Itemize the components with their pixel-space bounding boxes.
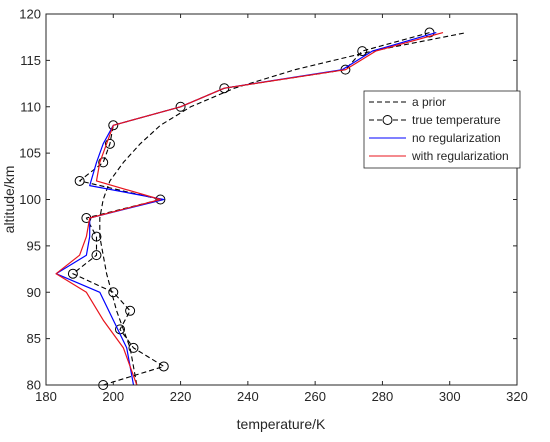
- x-tick-label: 220: [170, 389, 192, 404]
- data-point-true-temperature: [91, 250, 102, 261]
- data-point-true-temperature: [424, 27, 435, 38]
- x-axis-label: temperature/K: [237, 416, 326, 432]
- data-point-true-temperature: [104, 138, 115, 149]
- x-tick-label: 320: [506, 389, 528, 404]
- legend-label-a-prior: a prior: [412, 95, 446, 109]
- y-tick-label: 90: [27, 285, 41, 300]
- legend-label-with-regularization: with regularization: [411, 149, 509, 163]
- legend-marker-true-temperature: [382, 115, 393, 125]
- y-tick-label: 105: [19, 146, 41, 161]
- data-point-true-temperature: [67, 268, 78, 279]
- data-point-true-temperature: [158, 361, 169, 372]
- data-point-true-temperature: [108, 120, 119, 131]
- data-point-true-temperature: [74, 175, 85, 186]
- x-tick-label: 180: [35, 389, 57, 404]
- series-line-with-regularization: [55, 32, 444, 386]
- y-tick-label: 95: [27, 238, 41, 253]
- legend-label-true-temperature: true temperature: [412, 113, 501, 127]
- y-tick-label: 85: [27, 331, 41, 346]
- x-tick-label: 280: [372, 389, 394, 404]
- x-tick-label: 300: [439, 389, 461, 404]
- y-tick-label: 100: [19, 192, 41, 207]
- data-point-true-temperature: [128, 342, 139, 353]
- data-point-true-temperature: [357, 46, 368, 57]
- x-tick-label: 200: [102, 389, 124, 404]
- data-point-true-temperature: [98, 157, 109, 168]
- y-axis-label: altitude/km: [1, 166, 17, 234]
- legend: a prior true temperature no regularization…: [363, 90, 521, 169]
- x-tick-label: 260: [304, 389, 326, 404]
- data-point-true-temperature: [175, 101, 186, 112]
- series-line-a-prior: [99, 32, 467, 386]
- plot-background: [46, 14, 517, 385]
- y-tick-label: 110: [20, 99, 41, 114]
- data-point-true-temperature: [155, 194, 166, 205]
- x-axis: 180 200 220 240 260 280 300 320: [35, 14, 528, 404]
- data-point-true-temperature: [108, 287, 119, 298]
- y-tick-label: 120: [19, 7, 41, 22]
- y-tick-label: 80: [27, 378, 41, 393]
- y-axis: 80 85 90 95 100 105 110 115 120: [19, 7, 517, 393]
- legend-label-no-regularization: no regularization: [412, 131, 501, 145]
- legend-box: [363, 90, 521, 169]
- series-layer: [55, 27, 467, 390]
- y-tick-label: 115: [20, 53, 41, 68]
- x-tick-label: 240: [237, 389, 259, 404]
- data-point-true-temperature: [125, 305, 136, 316]
- data-point-true-temperature: [91, 231, 102, 242]
- data-point-true-temperature: [219, 83, 230, 94]
